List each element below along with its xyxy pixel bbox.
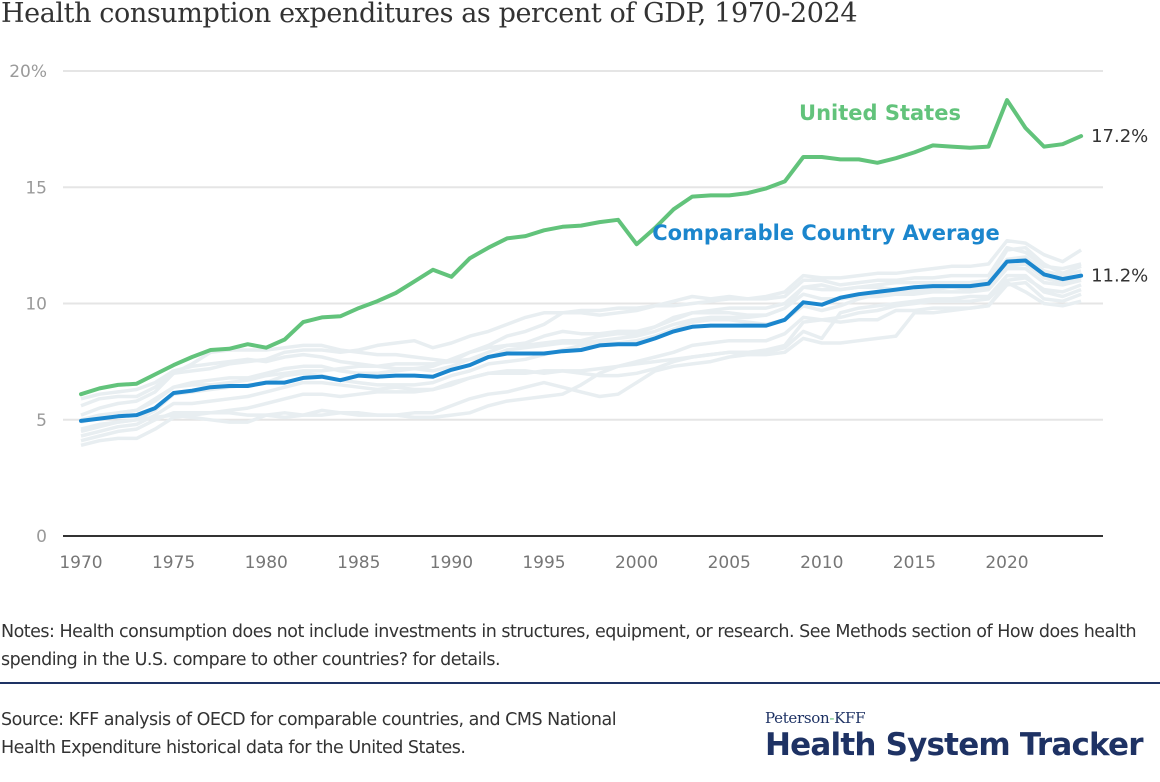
- x-tick-label-1990: 1990: [430, 553, 473, 573]
- footer-divider: [0, 682, 1160, 684]
- country-line-3: [80, 245, 1082, 424]
- logo-wordmark-top: Peterson-KFF: [765, 709, 1143, 727]
- x-axis-ticks: 1970 1975 1980 1985 1990 1995 2000 2005 2010 2015…: [59, 553, 1028, 573]
- country-line-7: [80, 273, 1082, 447]
- x-tick-label-1980: 1980: [245, 553, 288, 573]
- x-tick-label-2015: 2015: [893, 553, 936, 573]
- x-tick-label-2020: 2020: [985, 553, 1028, 573]
- x-tick-label-1985: 1985: [337, 553, 380, 573]
- series-label-united-states: United States: [799, 101, 961, 125]
- y-tick-label-5: 5: [36, 411, 47, 431]
- country-lines: [80, 238, 1083, 447]
- country-line-6: [80, 276, 1082, 438]
- x-tick-label-1995: 1995: [522, 553, 565, 573]
- series-labels: United States Comparable Country Average…: [652, 101, 1148, 287]
- highlighted-series: [79, 98, 1084, 423]
- chart-notes: Notes: Health consumption does not inclu…: [1, 622, 1137, 670]
- country-line-9: [80, 280, 1082, 431]
- line-chart: 0 5 10 15 20% 1970 1975 1980 1985 1990 1995 2000 20…: [9, 62, 1148, 573]
- united-states-line: [79, 98, 1084, 397]
- end-label-united-states: 17.2%: [1091, 126, 1148, 147]
- logo-peterson: Peterson: [765, 709, 830, 727]
- x-tick-label-2010: 2010: [800, 553, 843, 573]
- country-line-10: [80, 266, 1082, 422]
- y-tick-label-15: 15: [25, 178, 47, 198]
- x-tick-label-1970: 1970: [59, 553, 102, 573]
- series-label-comparable-average: Comparable Country Average: [652, 221, 1000, 245]
- x-tick-label-2005: 2005: [708, 553, 751, 573]
- chart-source: Source: KFF analysis of OECD for compara…: [1, 710, 617, 758]
- logo-hyphen: -: [829, 709, 835, 727]
- x-tick-label-1975: 1975: [152, 553, 195, 573]
- logo-health-system-tracker: Health System Tracker: [765, 727, 1144, 763]
- comparable-average-line: [79, 258, 1084, 423]
- chart-title: Health consumption expenditures as perce…: [1, 0, 858, 29]
- y-tick-label-10: 10: [25, 295, 47, 315]
- peterson-kff-logo[interactable]: Peterson-KFF Health System Tracker: [765, 709, 1144, 763]
- y-axis-ticks: 0 5 10 15 20%: [9, 62, 47, 547]
- gridlines: [63, 70, 1103, 421]
- y-tick-label-0: 0: [36, 527, 47, 547]
- country-line-8: [80, 280, 1082, 443]
- country-line-1: [80, 245, 1082, 408]
- y-tick-label-20: 20%: [9, 62, 47, 82]
- logo-kff: KFF: [834, 709, 866, 727]
- country-line-2: [80, 238, 1083, 417]
- end-label-comparable-average: 11.2%: [1091, 266, 1148, 287]
- x-tick-label-2000: 2000: [615, 553, 658, 573]
- country-line-4: [80, 255, 1082, 401]
